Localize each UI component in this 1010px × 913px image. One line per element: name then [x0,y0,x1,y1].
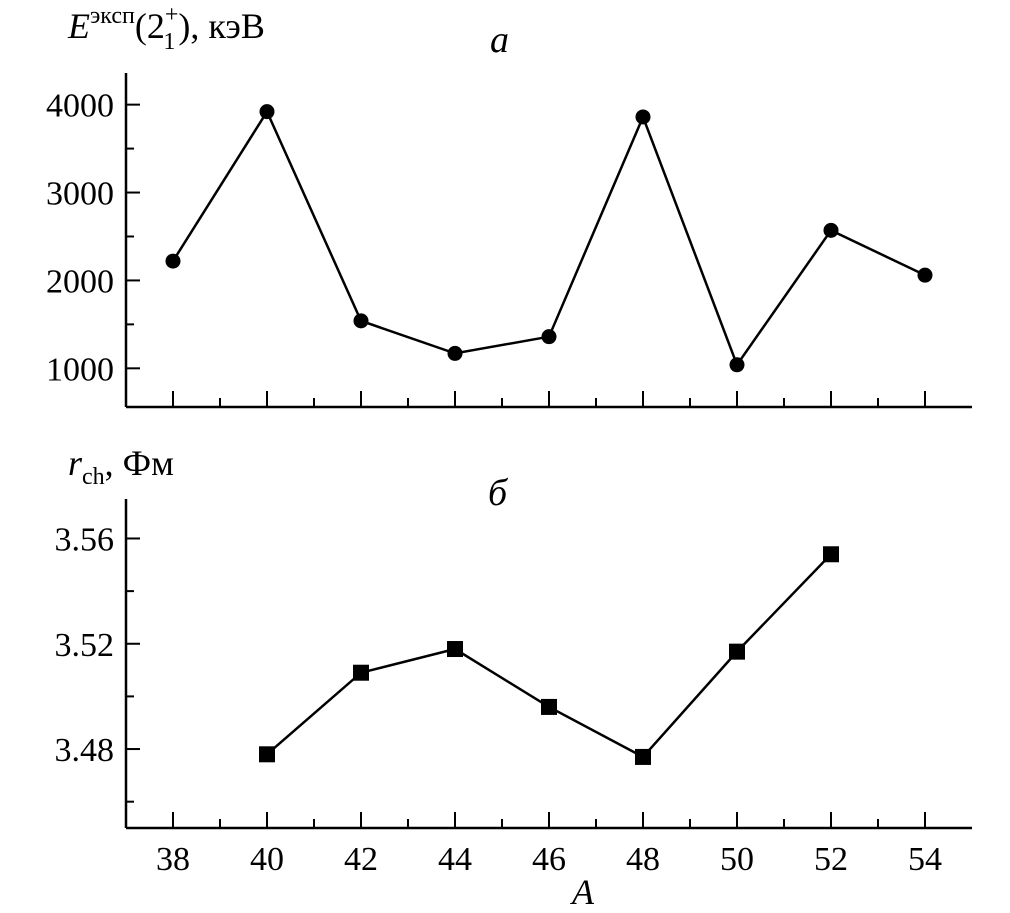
panel-b-data-point [353,664,369,681]
panel-a-ylabel-paren-open: (2 [135,6,165,46]
panel-b-y-axis-title: rch, Фм [68,443,174,490]
panel-b-x-tick-label: 48 [626,841,660,878]
panel-b-data-point [823,546,839,563]
panel-b-ylabel-sub: ch [82,464,105,490]
panel-a-y-tick-label: 3000 [46,176,114,213]
panel-a-ylabel-unit: кэВ [199,6,264,46]
panel-a-data-point [447,345,463,361]
panel-b-x-tick-label: 40 [250,841,284,878]
panel-b-x-tick-label: 50 [720,841,754,878]
panel-b-ticks [126,537,926,828]
panel-a-series [165,104,933,373]
panel-b: 38 40 42 44 46 48 50 52 54 3.48 3.52 3.56 rch, Фм б… [55,443,972,912]
panel-b-x-tick-label: 44 [438,841,472,878]
panel-a-data-point [635,109,651,125]
x-axis-title: A [570,872,595,912]
panel-b-x-tick-label: 42 [344,841,378,878]
panel-a-data-point [353,313,369,329]
panel-b-y-tick-label: 3.52 [55,627,115,664]
panel-a-data-point [823,222,839,238]
panel-a-y-tick-label: 4000 [46,88,114,125]
panel-b-data-point [541,698,557,715]
panel-a-data-point [541,329,557,345]
panel-a-ylabel-base: E [67,6,90,46]
panel-a-series-line [171,109,926,368]
panel-a-ylabel-paren-close: ), [178,6,199,46]
panel-b-ylabel-unit: , Фм [105,443,174,483]
panel-a-data-point [165,253,181,269]
panel-b-data-point [447,641,463,658]
panel-b-x-tick-label: 46 [532,841,566,878]
panel-a-y-tick-label: 2000 [46,263,114,300]
panel-b-y-tick-label: 3.56 [55,521,115,558]
panel-a-letter: а [490,19,509,61]
panel-a-data-point [729,357,745,373]
panel-b-data-point [635,748,651,765]
panel-b-x-tick-label: 38 [156,841,190,878]
panel-a-data-point [259,104,275,120]
panel-b-x-tick-label: 54 [908,841,942,878]
panel-b-data-point [729,643,745,660]
panel-b-letter: б [488,472,509,514]
panel-a-ylabel-level-sub: 1 [163,29,175,55]
panel-a-y-tick-label: 1000 [46,351,114,388]
panel-b-x-tick-label: 52 [814,841,848,878]
panel-b-data-point [259,746,275,763]
panel-a: 1000 2000 3000 4000 Eэксп(2+ 1), кэВ а [46,2,972,409]
panel-a-ylabel-level-sup: + [165,2,179,28]
panel-b-ylabel-base: r [68,443,83,483]
panel-b-series-line [266,553,832,759]
panel-b-series [259,546,839,765]
panel-b-tick-labels: 38 40 42 44 46 48 50 52 54 3.48 3.52 3.56 [55,521,943,878]
panel-a-ticks [126,103,926,407]
panel-a-tick-labels: 1000 2000 3000 4000 [46,88,114,389]
panel-a-y-axis-title: Eэксп(2+ 1), кэВ [67,2,265,55]
panel-a-data-point [917,267,933,283]
panel-a-ylabel-sup: эксп [90,3,135,29]
panel-b-y-tick-label: 3.48 [55,732,115,769]
